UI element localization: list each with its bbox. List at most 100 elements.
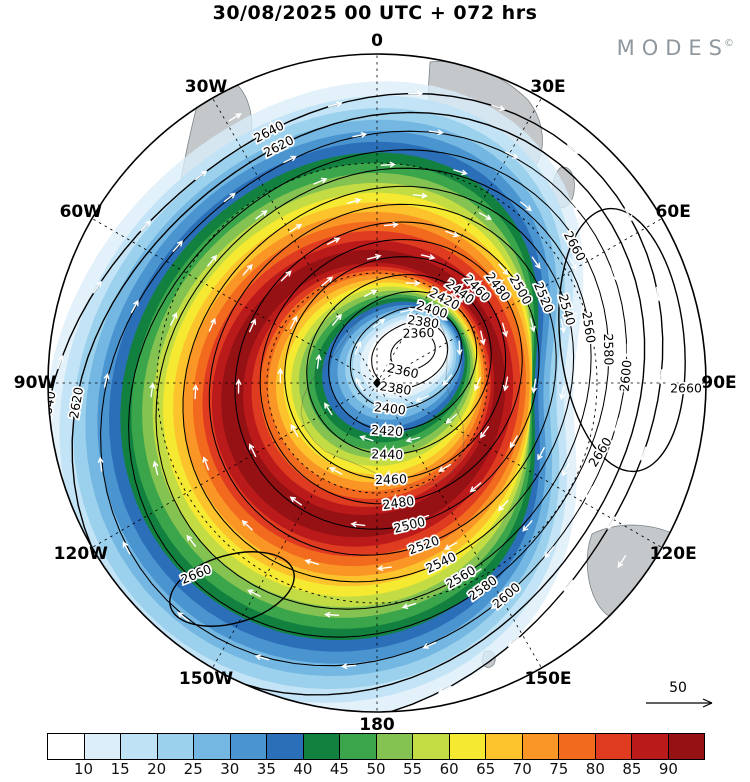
wind-arrow	[130, 299, 139, 314]
height-contour-2540	[182, 185, 575, 583]
contour-label: 2400	[373, 399, 406, 417]
wind-arrow	[172, 240, 183, 252]
wind-arrow	[405, 280, 421, 287]
wind-arrow	[639, 446, 647, 461]
wind-arrow	[304, 559, 319, 565]
wind-arrow	[256, 130, 271, 139]
wind-arrow	[569, 199, 580, 211]
wind-arrow	[332, 313, 342, 326]
wind-arrow	[497, 500, 509, 512]
wind-arrow	[559, 385, 565, 401]
colorbar-tick: 90	[658, 760, 678, 778]
contour-label: 2580	[601, 333, 617, 365]
wind-arrow	[141, 715, 152, 722]
wind-arrow	[445, 230, 460, 238]
wind-arrow	[64, 643, 75, 656]
wind-arrow	[530, 317, 536, 333]
colorbar-tick: 30	[220, 760, 240, 778]
wind-arrow	[560, 318, 566, 334]
wind-reference-arrowhead	[702, 698, 713, 708]
wind-arrow	[655, 286, 662, 302]
wind-arrow	[235, 378, 242, 394]
colorbar-tick: 80	[585, 760, 605, 778]
wind-arrow	[505, 151, 519, 159]
wind-arrow	[478, 212, 492, 220]
wind-arrow	[41, 444, 45, 457]
wind-speed-shading	[48, 81, 584, 712]
wind-arrow	[195, 170, 208, 181]
wind-arrow	[355, 377, 364, 391]
wind-arrow	[170, 312, 178, 326]
wind-arrow	[140, 220, 152, 232]
wind-arrow	[531, 256, 541, 270]
wind-arrow	[289, 496, 303, 506]
contour-label: 2620	[66, 386, 86, 420]
colorbar-tick: 10	[74, 760, 94, 778]
wind-arrow	[656, 484, 664, 498]
contour-label: 2360	[402, 325, 434, 341]
wind-arrow	[480, 330, 486, 346]
wind-arrow	[57, 354, 64, 370]
wind-arrow	[277, 367, 284, 383]
wind-arrow	[313, 177, 328, 185]
wind-arrow	[247, 589, 261, 597]
wind-arrow	[567, 620, 578, 632]
wind-arrow	[329, 467, 343, 475]
wind-arrow	[383, 221, 399, 228]
wind-arrow	[611, 266, 618, 282]
height-contour-2520	[208, 203, 557, 556]
height-contour-2400	[349, 306, 463, 410]
height-contour-2460	[284, 256, 507, 480]
wind-arrow	[420, 254, 436, 260]
contour-label: 2560	[579, 310, 598, 344]
colorbar-cell	[266, 733, 304, 760]
colorbar	[47, 733, 705, 760]
wind-arrow	[537, 447, 545, 461]
wind-arrow	[177, 611, 190, 622]
colorbar-tick: 20	[147, 760, 167, 778]
wind-arrow	[326, 237, 341, 245]
height-contour-2360	[390, 332, 436, 372]
wind-arrow	[372, 318, 386, 328]
wind-arrow	[346, 198, 362, 204]
contour-label: 2460	[375, 471, 407, 487]
wind-arrow	[383, 60, 399, 67]
wind-arrow	[328, 101, 343, 108]
wind-arrow	[490, 599, 503, 610]
wind-arrow	[249, 318, 257, 333]
wind-arrow	[437, 685, 452, 693]
wind-arrow	[350, 521, 366, 528]
meridian-line	[376, 382, 663, 548]
height-contour-2480	[259, 238, 523, 505]
longitude-label-60W: 60W	[60, 202, 103, 222]
contour-label: 2660	[670, 381, 702, 396]
wind-arrow	[556, 97, 570, 106]
wind-arrow	[658, 369, 664, 385]
wind-arrow	[283, 155, 297, 164]
wind-arrow	[400, 307, 415, 314]
wind-arrow	[607, 516, 616, 530]
longitude-label-30W: 30W	[185, 77, 228, 97]
map-boundary	[47, 53, 707, 713]
contour-label: 2480	[382, 493, 416, 512]
wind-arrow	[96, 622, 107, 635]
wind-arrow	[324, 611, 340, 618]
wind-arrow	[507, 637, 520, 648]
wind-arrow	[228, 113, 242, 122]
page-title: 30/08/2025 00 UTC + 072 hrs	[212, 2, 538, 24]
wind-arrow	[591, 326, 597, 342]
colorbar-cell	[631, 733, 669, 760]
colorbar-cell	[558, 733, 596, 760]
longitude-label-120E: 120E	[650, 544, 697, 564]
wind-arrow	[617, 555, 627, 568]
wind-arrow	[192, 384, 199, 400]
wind-arrow	[249, 443, 257, 457]
map-content: 2360236023802380240024002420242024402440…	[41, 54, 706, 722]
height-contour-2440	[306, 274, 492, 455]
colorbar-cell	[448, 733, 486, 760]
wind-arrow	[315, 353, 322, 369]
wind-arrow	[122, 541, 131, 555]
wind-arrow	[502, 376, 509, 392]
wind-arrow	[445, 413, 458, 424]
